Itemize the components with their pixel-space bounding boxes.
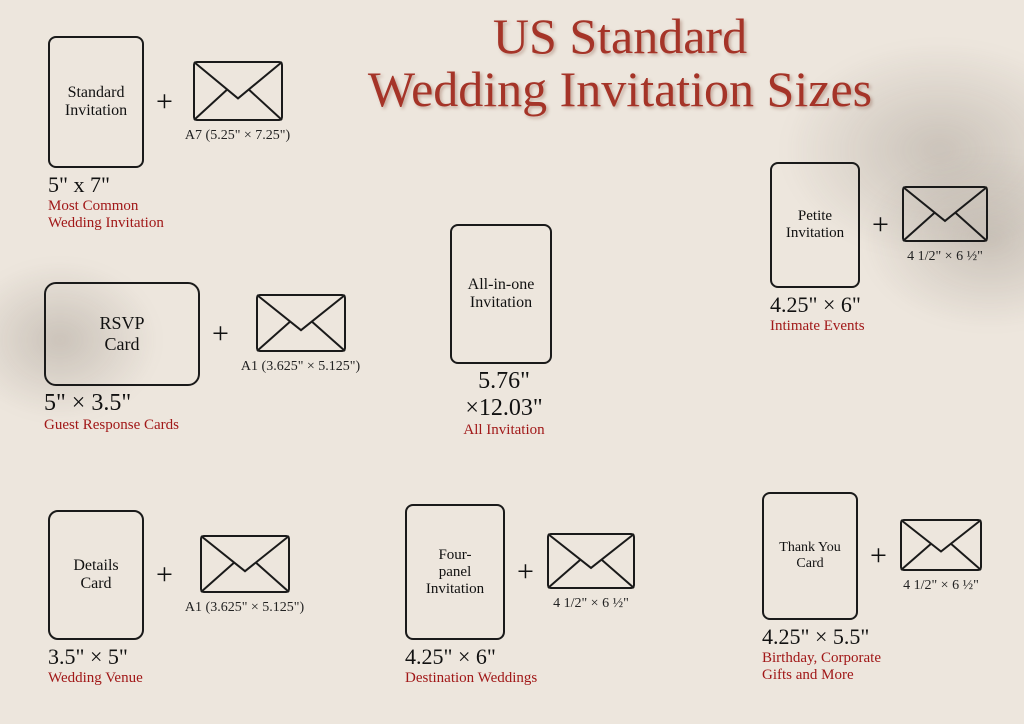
petite-invitation-envelope: 4 1/2" × 6 ½": [901, 185, 989, 265]
item-petite-invitation: Petite Invitation + 4 1/2" × 6 ½" 4.25" × …: [770, 162, 989, 335]
rsvp-card-size: 5" × 3.5": [44, 390, 360, 417]
item-thank-you: Thank You Card + 4 1/2" × 6 ½" 4.25" × 5.5…: [762, 492, 983, 684]
rsvp-card-envelope-label: A1 (3.625" × 5.125"): [241, 359, 360, 375]
item-details-card: Details Card + A1 (3.625" × 5.125") 3.5" ×…: [48, 510, 304, 687]
plus-icon: +: [515, 555, 536, 589]
petite-invitation-envelope-label: 4 1/2" × 6 ½": [907, 249, 983, 265]
rsvp-card-subtitle: Guest Response Cards: [44, 417, 360, 434]
four-panel-subtitle: Destination Weddings: [405, 670, 636, 687]
thank-you-size: 4.25" × 5.5": [762, 624, 983, 650]
four-panel-size: 4.25" × 6": [405, 644, 636, 670]
plus-icon: +: [210, 317, 231, 351]
petite-invitation-subtitle: Intimate Events: [770, 318, 989, 335]
details-card-card: Details Card: [48, 510, 144, 640]
all-in-one-card: All-in-one Invitation: [450, 224, 552, 364]
item-row: All-in-one Invitation: [450, 224, 558, 364]
standard-invitation-envelope: A7 (5.25" × 7.25"): [185, 60, 290, 144]
page-title: US Standard Wedding Invitation Sizes: [310, 10, 930, 115]
item-row: Petite Invitation + 4 1/2" × 6 ½": [770, 162, 989, 288]
plus-icon: +: [870, 208, 891, 242]
four-panel-envelope: 4 1/2" × 6 ½": [546, 532, 636, 612]
rsvp-card-envelope: A1 (3.625" × 5.125"): [241, 293, 360, 375]
thank-you-envelope: 4 1/2" × 6 ½": [899, 518, 983, 594]
thank-you-envelope-label: 4 1/2" × 6 ½": [903, 578, 979, 594]
item-row: Standard Invitation + A7 (5.25" × 7.25"): [48, 36, 290, 168]
four-panel-envelope-label: 4 1/2" × 6 ½": [553, 596, 629, 612]
item-all-in-one: All-in-one Invitation5.76" ×12.03"All In…: [450, 224, 558, 439]
item-standard-invitation: Standard Invitation + A7 (5.25" × 7.25") 5…: [48, 36, 290, 232]
four-panel-card: Four- panel Invitation: [405, 504, 505, 640]
thank-you-subtitle: Birthday, Corporate Gifts and More: [762, 650, 983, 684]
item-row: Thank You Card + 4 1/2" × 6 ½": [762, 492, 983, 620]
standard-invitation-size: 5" x 7": [48, 172, 290, 198]
plus-icon: +: [868, 539, 889, 573]
plus-icon: +: [154, 558, 175, 592]
petite-invitation-size: 4.25" × 6": [770, 292, 989, 318]
standard-invitation-card: Standard Invitation: [48, 36, 144, 168]
item-row: Details Card + A1 (3.625" × 5.125"): [48, 510, 304, 640]
rsvp-card-card: RSVP Card: [44, 282, 200, 386]
details-card-subtitle: Wedding Venue: [48, 670, 304, 687]
petite-invitation-card: Petite Invitation: [770, 162, 860, 288]
all-in-one-subtitle: All Invitation: [450, 422, 558, 439]
details-card-size: 3.5" × 5": [48, 644, 304, 670]
item-row: Four- panel Invitation + 4 1/2" × 6 ½": [405, 504, 636, 640]
item-row: RSVP Card + A1 (3.625" × 5.125"): [44, 282, 360, 386]
plus-icon: +: [154, 85, 175, 119]
standard-invitation-subtitle: Most Common Wedding Invitation: [48, 198, 290, 232]
all-in-one-size: 5.76" ×12.03": [450, 368, 558, 422]
item-rsvp-card: RSVP Card + A1 (3.625" × 5.125") 5" × 3.5"…: [44, 282, 360, 434]
standard-invitation-envelope-label: A7 (5.25" × 7.25"): [185, 128, 290, 144]
details-card-envelope: A1 (3.625" × 5.125"): [185, 534, 304, 616]
details-card-envelope-label: A1 (3.625" × 5.125"): [185, 600, 304, 616]
item-four-panel: Four- panel Invitation + 4 1/2" × 6 ½" 4.2…: [405, 504, 636, 687]
thank-you-card: Thank You Card: [762, 492, 858, 620]
